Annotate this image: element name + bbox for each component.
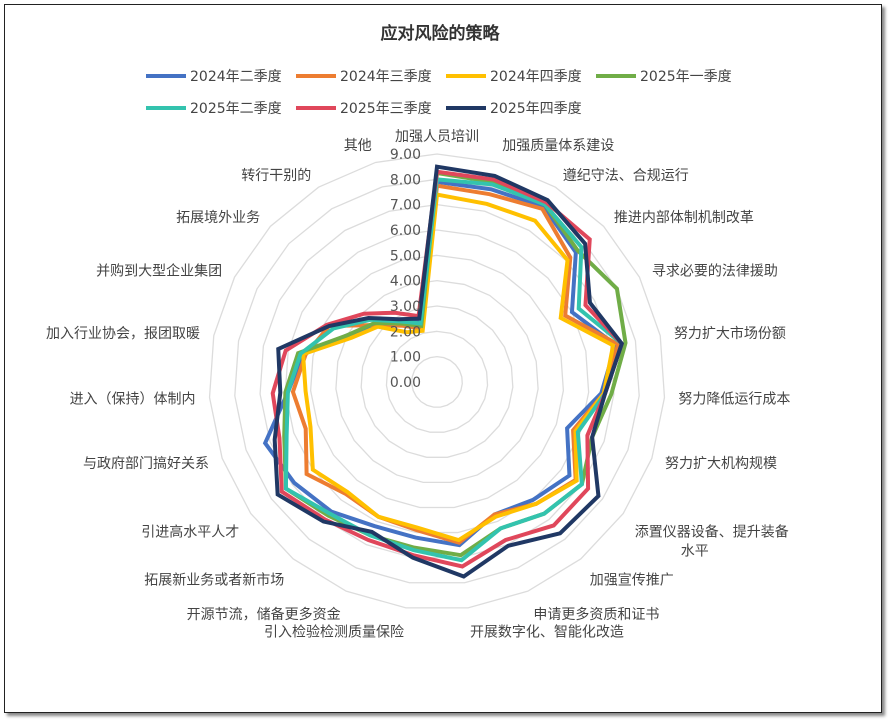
tick-label: 9.00 [390,147,421,163]
category-label: 并购到大型企业集团 [96,263,222,280]
category-label: 加强人员培训 [395,129,479,145]
legend-item: 2025年一季度 [596,69,732,85]
category-label: 加强宣传推广 [590,573,674,589]
grid-ring [385,330,489,433]
category-label: 申请更多资质和证书 [533,606,659,623]
category-label: 引入检验检测质量保险 [264,625,404,641]
category-label: 添置仪器设备、提升装备水平 [635,524,789,560]
legend-item: 2024年二季度 [146,69,282,85]
tick-label: 0.00 [390,375,421,391]
tick-label: 8.00 [390,172,421,188]
category-label: 推进内部体制机制改革 [614,210,754,226]
category-label: 与政府部门搞好关系 [83,456,209,472]
series-line-2 [300,192,616,543]
series-line-5 [270,169,625,569]
chart-area [4,4,882,713]
legend-item: 2025年四季度 [446,101,582,117]
grid-ring [208,153,666,609]
legend-item: 2025年二季度 [146,101,282,117]
legend-label: 2025年三季度 [340,101,432,117]
series-line-6 [272,164,625,579]
category-label: 开展数字化、智能化改造 [470,625,624,641]
legend-item: 2024年四季度 [446,69,582,85]
legend-label: 2024年四季度 [490,69,582,85]
category-label: 遵纪守法、合规运行 [563,167,689,184]
category-label: 努力降低运行成本 [678,392,790,408]
legend-item: 2025年三季度 [296,101,432,117]
tick-label: 5.00 [390,248,421,264]
tick-label: 3.00 [390,299,421,315]
category-label: 加强质量体系建设 [502,138,614,154]
tick-label: 7.00 [390,198,421,214]
series-line-3 [282,170,628,558]
category-label: 寻求必要的法律援助 [652,264,778,280]
legend-label: 2025年二季度 [190,101,282,117]
category-label: 加入行业协会，报团取暖 [46,326,200,342]
tick-label: 2.00 [390,324,421,340]
category-label: 进入（保持）体制内 [70,392,196,408]
legend-item: 2024年三季度 [296,69,432,85]
grid-ring [335,280,539,484]
legend-label: 2024年二季度 [190,69,282,85]
legend-label: 2025年四季度 [490,101,582,117]
grid-ring [411,356,463,408]
tick-label: 1.00 [390,350,421,366]
category-label: 其他 [344,138,372,154]
category-label: 努力扩大机构规模 [665,456,777,472]
value-axis: 0.00 1.00 2.00 3.00 4.00 5.00 6.00 7.00 8.00 9.00 [390,147,421,391]
chart-title: 应对风险的策略 [381,23,501,44]
tick-label: 6.00 [390,223,421,239]
category-labels: 加强人员培训加强质量体系建设遵纪守法、合规运行推进内部体制机制改革寻求必要的法律… [46,129,790,641]
legend-label: 2024年三季度 [340,69,432,85]
category-label: 拓展新业务或者新市场 [144,572,284,589]
category-label: 努力扩大市场份额 [674,325,786,342]
legend-label: 2025年一季度 [640,69,732,85]
legend: 2024年二季度 2024年三季度 2024年四季度 2025年一季度 2025年二季度… [146,69,732,117]
category-label: 开源节流，储备更多资金 [187,606,341,623]
grid-ring [309,254,565,509]
category-label: 引进高水平人才 [141,524,239,541]
category-label: 转行干别的 [241,168,311,184]
grid-ring [360,305,514,458]
series-lines [262,164,628,579]
category-label: 拓展境外业务 [176,210,260,226]
series-line-4 [283,177,625,563]
tick-label: 4.00 [390,274,421,290]
